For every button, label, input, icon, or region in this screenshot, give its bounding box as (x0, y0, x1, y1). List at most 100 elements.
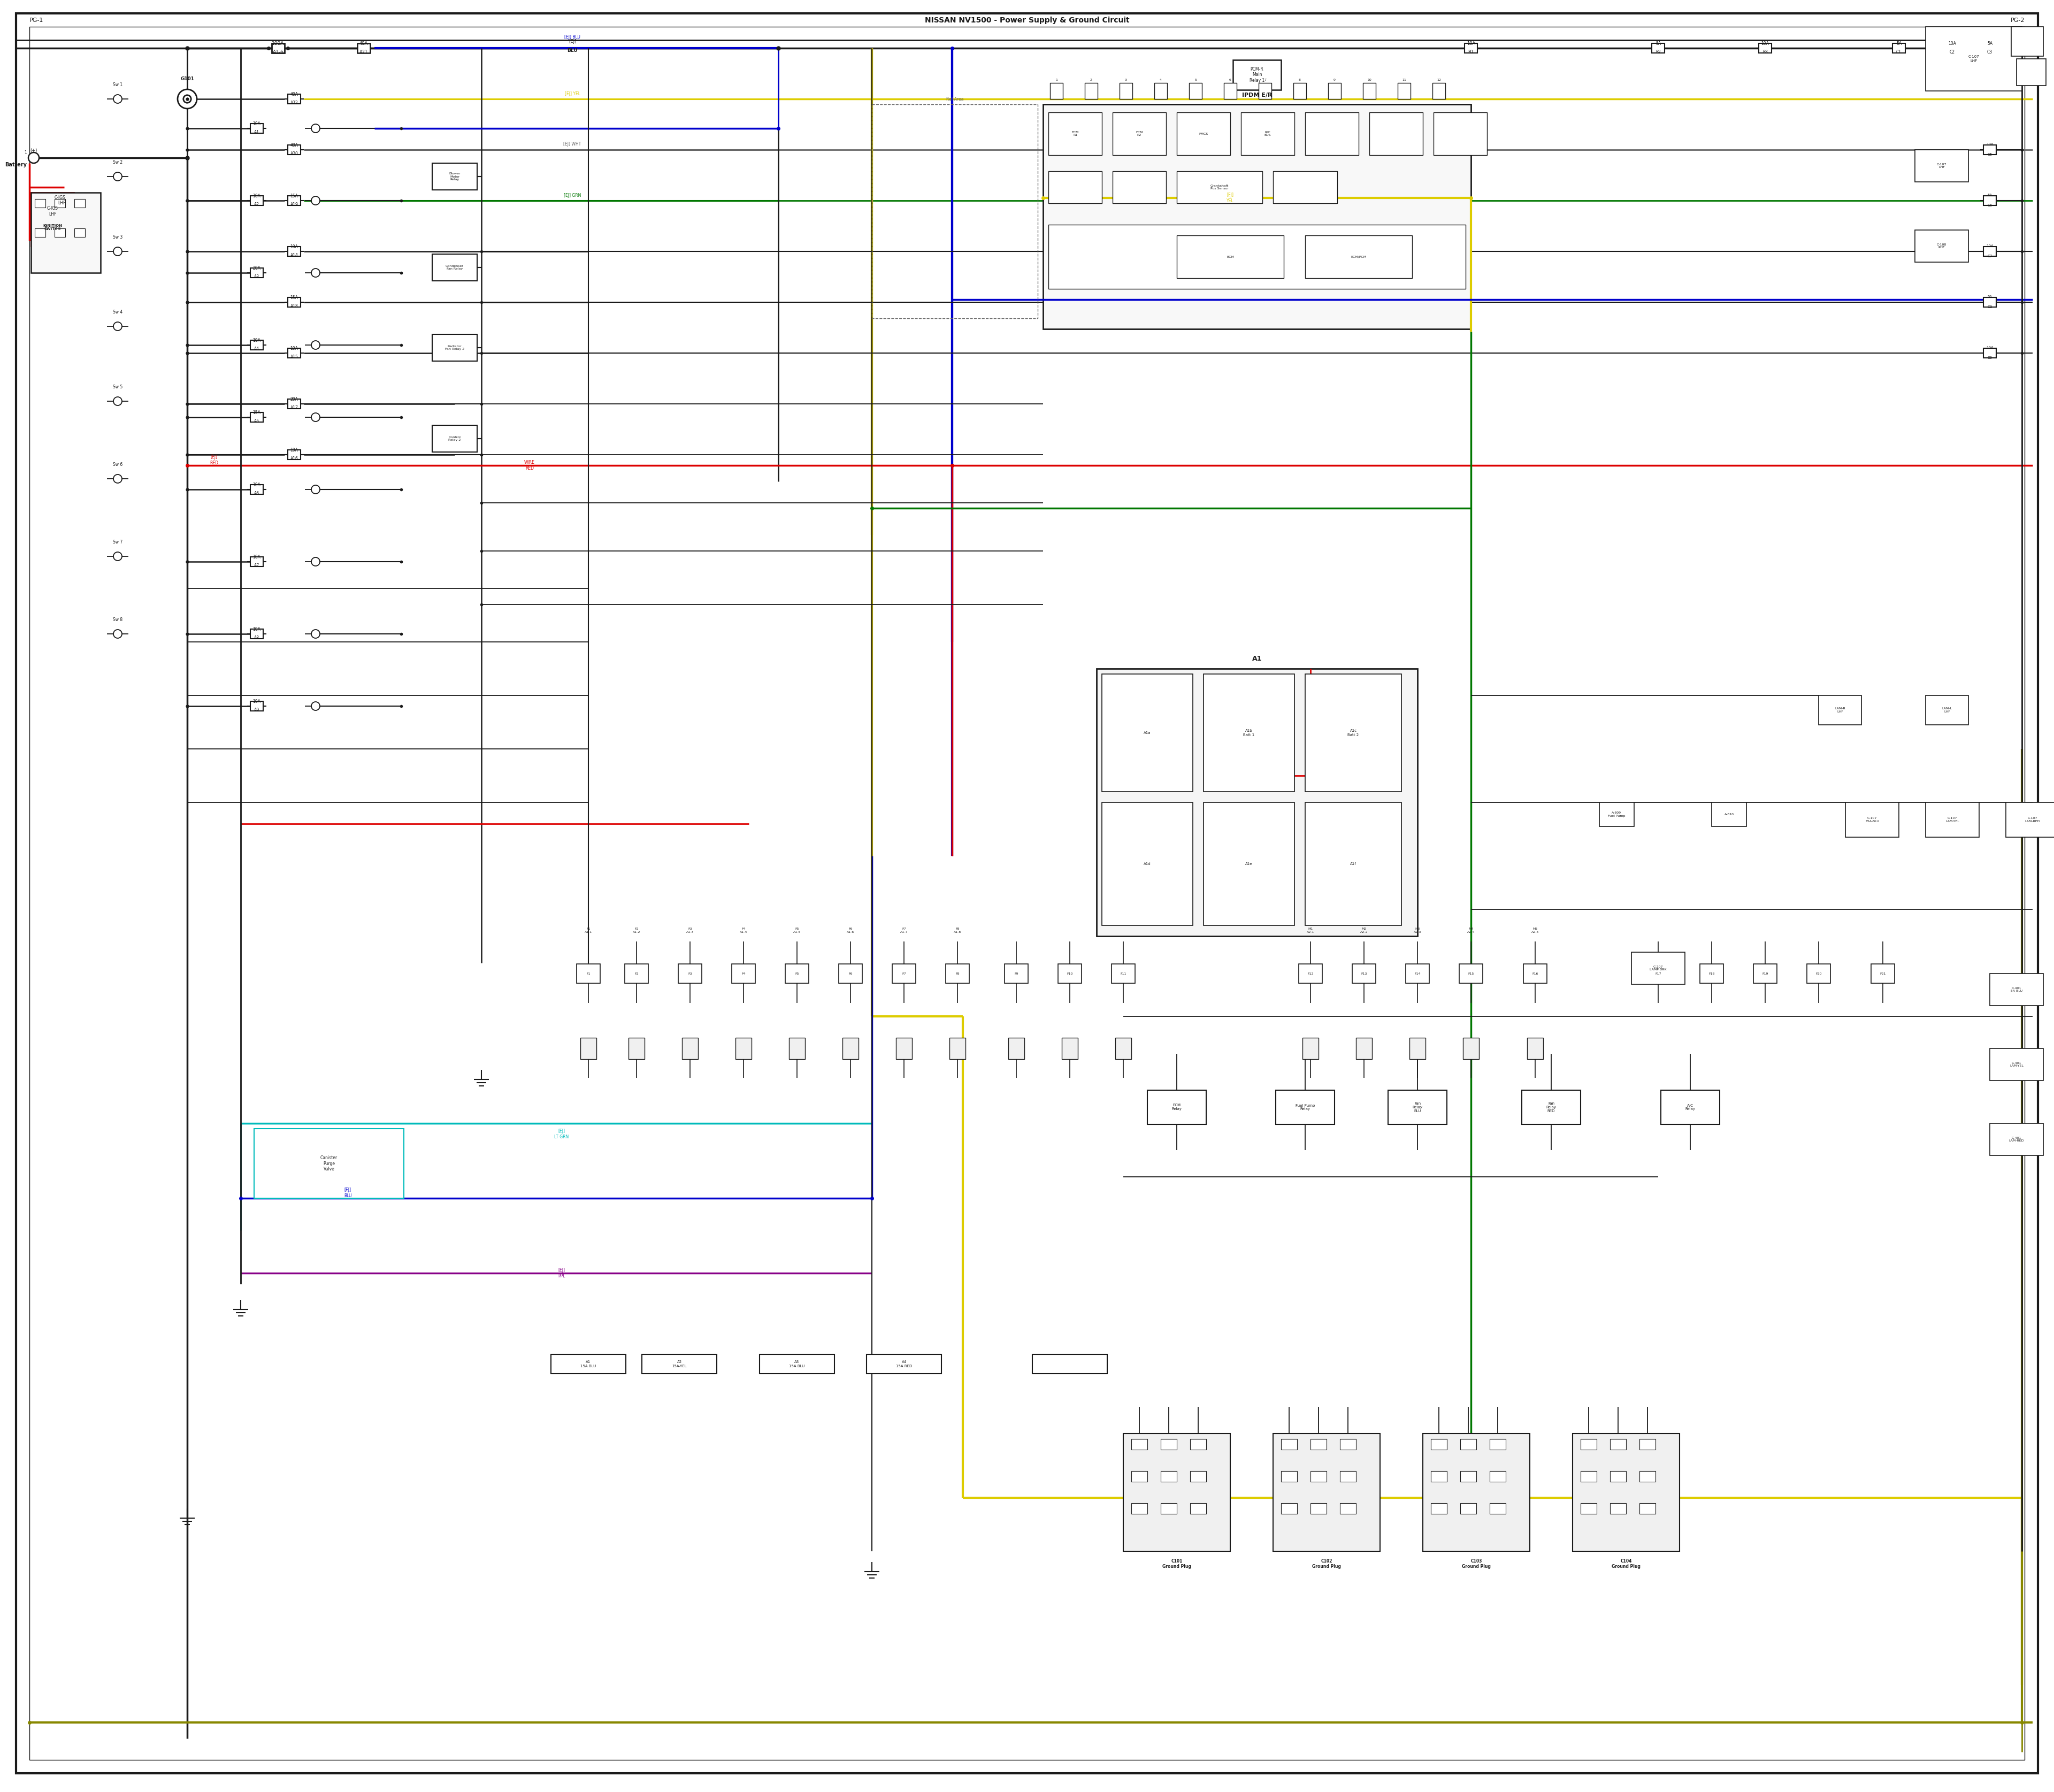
Bar (785, 964, 809, 984)
Bar (1302, 1038, 1319, 1059)
Text: C-IGS
LHF: C-IGS LHF (47, 206, 58, 217)
Circle shape (113, 323, 121, 330)
Bar (1462, 1038, 1479, 1059)
Bar (1844, 803, 1898, 837)
Text: F20: F20 (1816, 973, 1822, 975)
Text: 5A: 5A (1896, 41, 1902, 47)
Text: (+): (+) (31, 149, 37, 152)
Text: Crankshaft
Pos Sensor: Crankshaft Pos Sensor (1210, 185, 1228, 190)
Bar (1423, 1434, 1530, 1552)
Circle shape (113, 247, 121, 256)
Bar (1808, 964, 1830, 984)
Bar (1124, 1434, 1230, 1552)
Bar (271, 43, 283, 54)
Bar (251, 412, 263, 423)
Bar (288, 145, 300, 154)
Bar (1984, 348, 1996, 358)
Text: F6: F6 (848, 973, 852, 975)
Text: A1b
Batt 1: A1b Batt 1 (1243, 729, 1255, 737)
Bar (1356, 1038, 1372, 1059)
Text: A-809
Fuel Pump: A-809 Fuel Pump (1608, 812, 1625, 817)
Bar (1282, 1471, 1298, 1482)
Bar (1984, 145, 1996, 154)
Bar (624, 964, 649, 984)
Bar (1651, 43, 1664, 54)
Bar (1610, 1439, 1627, 1450)
Text: 5A: 5A (1656, 41, 1662, 47)
Text: PG-1: PG-1 (29, 18, 43, 23)
Text: B1: B1 (1469, 50, 1475, 54)
Text: F4
A1-4: F4 A1-4 (739, 928, 748, 934)
Text: A1a: A1a (1144, 731, 1150, 735)
Text: NISSAN NV1500 - Power Supply & Ground Circuit: NISSAN NV1500 - Power Supply & Ground Ci… (924, 16, 1130, 23)
Text: C-107
LHF: C-107 LHF (1968, 56, 1980, 63)
Bar (1610, 1503, 1627, 1514)
Bar (1204, 674, 1294, 792)
Text: Fan
Relay
RED: Fan Relay RED (1547, 1102, 1557, 1113)
Bar (789, 1038, 805, 1059)
Bar (1984, 247, 1996, 256)
Bar (1526, 1038, 1543, 1059)
Bar (1097, 668, 1417, 935)
Bar (1432, 82, 1446, 99)
Bar (1304, 113, 1358, 156)
Bar (1259, 82, 1271, 99)
Bar (1990, 973, 2044, 1005)
Circle shape (312, 124, 320, 133)
Text: A21: A21 (359, 50, 368, 54)
Bar (1241, 113, 1294, 156)
Bar (1058, 964, 1082, 984)
Bar (1489, 1439, 1506, 1450)
Bar (31, 192, 74, 246)
Bar (1189, 1439, 1206, 1450)
Text: 7: 7 (1263, 79, 1265, 81)
Text: A1d: A1d (1144, 862, 1150, 866)
Bar (1033, 1355, 1107, 1374)
Bar (1639, 1503, 1656, 1514)
Text: F3
A1-3: F3 A1-3 (686, 928, 694, 934)
Text: Sw 7: Sw 7 (113, 539, 123, 545)
Bar (1177, 235, 1284, 278)
Text: C-107
LHF: C-107 LHF (1937, 163, 1947, 168)
Text: A22: A22 (290, 100, 298, 106)
Text: FMCS: FMCS (1200, 133, 1208, 134)
Text: Battery: Battery (4, 161, 27, 167)
Bar (1397, 82, 1411, 99)
Text: 10A: 10A (1986, 143, 1994, 145)
Text: A1: A1 (1253, 656, 1261, 663)
Bar (1892, 43, 1906, 54)
Text: A4
15A RED: A4 15A RED (896, 1360, 912, 1367)
Bar (760, 1355, 834, 1374)
Text: LAM-L
LHF: LAM-L LHF (1941, 708, 1951, 713)
Circle shape (312, 412, 320, 421)
Text: A1
15A BLU: A1 15A BLU (581, 1360, 596, 1367)
Bar (1085, 82, 1097, 99)
Text: F8
A1-8: F8 A1-8 (953, 928, 961, 934)
Bar (1339, 1439, 1356, 1450)
Bar (1389, 1090, 1446, 1124)
Bar (55, 199, 66, 208)
Text: 5A: 5A (1988, 194, 1992, 197)
Text: BLU: BLU (567, 48, 577, 54)
Text: A2
15A-YEL: A2 15A-YEL (672, 1360, 686, 1367)
Bar (1304, 235, 1413, 278)
Bar (1189, 1471, 1206, 1482)
Text: 40A: 40A (290, 91, 298, 97)
Text: Control
Relay 2: Control Relay 2 (448, 435, 460, 441)
Bar (2007, 803, 2054, 837)
Circle shape (113, 95, 121, 104)
Bar (1161, 1503, 1177, 1514)
Text: C1: C1 (1896, 50, 1902, 54)
Bar (1662, 1090, 1719, 1124)
Text: A14: A14 (290, 253, 298, 258)
Text: F2: F2 (635, 973, 639, 975)
Bar (1009, 1038, 1025, 1059)
Text: F15: F15 (1469, 973, 1475, 975)
Text: 10A: 10A (290, 244, 298, 249)
Text: 10A: 10A (1949, 41, 1955, 47)
Text: C7: C7 (1988, 254, 1992, 258)
Text: [EJ]
PPL: [EJ] PPL (559, 1269, 565, 1278)
Text: C5: C5 (1988, 152, 1992, 156)
Bar (1132, 1439, 1148, 1450)
Bar (2011, 27, 2044, 56)
